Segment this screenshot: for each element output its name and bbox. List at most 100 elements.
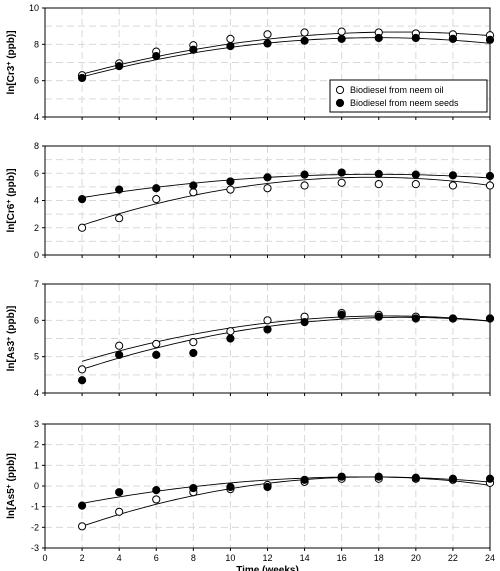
x-tick-label: 6 (154, 553, 159, 563)
y-tick-label: 4 (34, 388, 39, 398)
data-point-neem-seeds (374, 169, 383, 179)
data-point-neem-seeds (226, 42, 235, 51)
y-axis-label: ln[As5+ (ppb)] (6, 453, 18, 519)
y-tick-label: 0 (34, 250, 39, 260)
data-point-neem-seeds (263, 325, 272, 334)
data-point-neem-oil (374, 180, 383, 189)
data-point-neem-seeds (485, 474, 495, 483)
y-tick-label: -1 (31, 502, 39, 512)
x-tick-label: 20 (411, 553, 421, 563)
data-point-neem-oil (226, 185, 235, 194)
data-point-neem-seeds (300, 36, 309, 45)
y-tick-label: 10 (29, 3, 39, 13)
data-point-neem-oil (300, 181, 309, 190)
data-point-neem-seeds (263, 173, 272, 182)
y-axis-label: ln[As3+ (ppb)] (6, 306, 18, 372)
y-tick-label: -2 (31, 522, 39, 532)
y-tick-label: 2 (34, 223, 39, 233)
x-tick-label: 8 (191, 553, 196, 563)
data-point-neem-oil (411, 180, 420, 189)
data-point-neem-seeds (485, 314, 495, 323)
data-point-neem-oil (337, 27, 346, 36)
y-tick-label: 5 (34, 352, 39, 362)
data-point-neem-seeds (77, 501, 87, 510)
fit-curve (81, 476, 491, 527)
data-point-neem-oil (337, 178, 346, 187)
legend-marker-open (335, 85, 345, 95)
data-point-neem-seeds (152, 52, 161, 61)
data-point-neem-seeds (77, 73, 87, 83)
data-point-neem-seeds (337, 168, 346, 177)
y-tick-label: 1 (34, 460, 39, 470)
fit-curve (81, 37, 491, 78)
data-point-neem-seeds (337, 472, 346, 481)
data-point-neem-seeds (485, 35, 495, 44)
data-point-neem-oil (263, 30, 272, 39)
y-axis-label: ln[Cr3+ (ppb)] (6, 30, 18, 94)
legend-marker-filled (335, 98, 345, 108)
y-tick-label: 7 (34, 279, 39, 289)
data-point-neem-seeds (485, 171, 495, 181)
data-point-neem-oil (115, 341, 124, 350)
data-point-neem-seeds (189, 45, 198, 54)
x-tick-label: 0 (42, 553, 47, 563)
data-point-neem-oil (226, 327, 235, 336)
data-point-neem-seeds (448, 314, 458, 323)
data-point-neem-oil (152, 495, 161, 504)
data-point-neem-seeds (189, 181, 198, 190)
data-point-neem-oil (448, 181, 458, 190)
data-point-neem-oil (189, 188, 198, 197)
data-point-neem-seeds (300, 170, 309, 179)
x-tick-label: 12 (262, 553, 272, 563)
x-tick-label: 4 (117, 553, 122, 563)
fit-curve (81, 316, 491, 370)
fit-curve (81, 31, 491, 75)
data-point-neem-seeds (411, 314, 420, 323)
y-tick-label: 8 (34, 39, 39, 49)
data-point-neem-seeds (411, 170, 420, 179)
data-point-neem-oil (300, 28, 309, 37)
data-point-neem-seeds (263, 39, 272, 48)
data-point-neem-seeds (448, 171, 458, 180)
data-point-neem-seeds (226, 482, 235, 492)
data-point-neem-seeds (152, 350, 161, 359)
data-point-neem-seeds (152, 486, 161, 495)
x-tick-label: 16 (337, 553, 347, 563)
data-point-neem-seeds (263, 482, 272, 492)
x-tick-label: 10 (225, 553, 235, 563)
data-point-neem-oil (77, 223, 87, 232)
data-point-neem-oil (485, 181, 495, 190)
data-point-neem-seeds (115, 350, 124, 359)
data-point-neem-seeds (189, 348, 198, 358)
y-tick-label: 6 (34, 76, 39, 86)
legend-box (329, 79, 488, 113)
data-point-neem-seeds (226, 177, 235, 186)
data-point-neem-seeds (77, 195, 87, 204)
data-point-neem-seeds (300, 475, 309, 484)
y-tick-label: 4 (34, 196, 39, 206)
data-point-neem-seeds (226, 334, 235, 343)
data-point-neem-seeds (411, 473, 420, 482)
x-tick-label: 22 (448, 553, 458, 563)
data-point-neem-seeds (115, 62, 124, 71)
x-axis-label: Time (weeks) (236, 565, 299, 571)
data-point-neem-seeds (337, 310, 346, 319)
data-point-neem-seeds (115, 185, 124, 194)
data-point-neem-seeds (152, 184, 161, 193)
data-point-neem-seeds (77, 376, 87, 385)
data-point-neem-seeds (115, 488, 124, 497)
y-tick-label: 2 (34, 440, 39, 450)
data-point-neem-oil (263, 316, 272, 325)
data-point-neem-seeds (300, 318, 309, 327)
data-point-neem-seeds (374, 312, 383, 321)
y-tick-label: 4 (34, 112, 39, 122)
data-point-neem-seeds (448, 474, 458, 483)
x-tick-label: 24 (485, 553, 495, 563)
data-point-neem-oil (77, 365, 87, 374)
legend-label: Biodiesel from neem oil (350, 85, 444, 95)
data-point-neem-oil (263, 184, 272, 193)
data-point-neem-oil (77, 522, 87, 531)
data-point-neem-oil (226, 34, 235, 43)
data-point-neem-seeds (374, 33, 383, 43)
